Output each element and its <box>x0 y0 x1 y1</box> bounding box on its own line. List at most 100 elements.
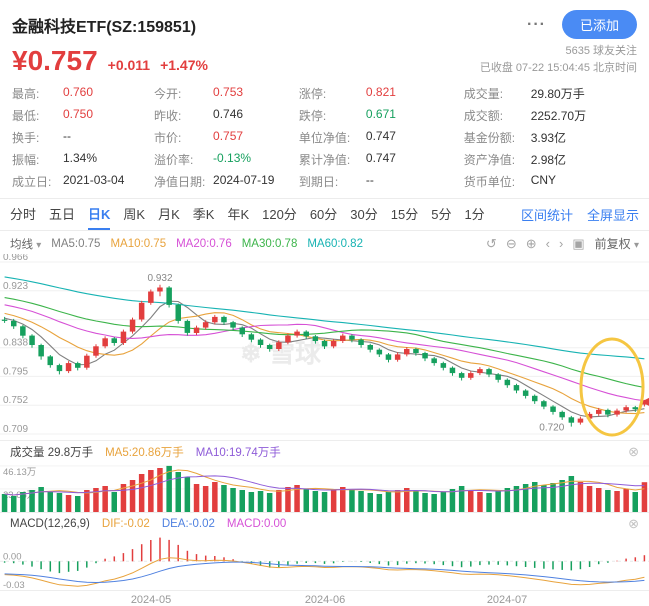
stat-label: 最高: <box>12 87 40 102</box>
added-button[interactable]: 已添加 <box>561 10 637 39</box>
stat-cell: 成立日: 2021-03-04 <box>12 173 154 190</box>
tab-rik[interactable]: 日K <box>88 199 111 231</box>
stat-cell: 成交量: 29.80万手 <box>464 85 637 102</box>
macd-dif-label: DIF:-0.02 <box>101 518 150 531</box>
stat-value: 0.671 <box>365 107 396 122</box>
adjust-mode-dropdown[interactable]: 前复权 ▾ <box>594 237 639 252</box>
svg-text:0.709: 0.709 <box>3 424 28 435</box>
stat-cell: 跌停: 0.671 <box>299 107 464 124</box>
fullscreen-link[interactable]: 全屏显示 <box>586 208 639 224</box>
x-axis: 2024-05 2024-06 2024-07 <box>0 590 649 606</box>
stat-label: 昨收: <box>154 109 182 124</box>
ma-dropdown[interactable]: 均线 ▾ <box>10 238 42 251</box>
period-tab-bar: 分时 五日 日K 周K 月K 季K 年K 120分 60分 30分 15分 5分 1分 区间统计 全屏显… <box>0 198 649 232</box>
stat-label: 成交量: <box>463 87 504 102</box>
stat-label: 资产净值: <box>463 153 516 168</box>
stat-value: -- <box>365 173 374 188</box>
stat-value: 0.821 <box>365 85 396 100</box>
tab-jik[interactable]: 季K <box>192 207 215 223</box>
screenshot-icon[interactable]: ▣ <box>572 235 585 251</box>
volume-pane-header: 成交量 29.8万手 MA5:20.86万手 MA10:19.74万手 ⊗ <box>0 440 649 462</box>
page-title: 金融科技ETF(SZ:159851) <box>12 18 197 36</box>
stat-label: 市价: <box>154 131 182 146</box>
ma-indicator-row: 均线 ▾ MA5:0.75 MA10:0.75 MA20:0.76 MA30:0.78… <box>0 231 649 254</box>
stat-label: 货币单位: <box>463 175 516 190</box>
tab-wuri[interactable]: 五日 <box>49 207 76 223</box>
stat-label: 成立日: <box>12 175 52 190</box>
tab-15min[interactable]: 15分 <box>390 207 419 223</box>
svg-text:-0.03: -0.03 <box>3 580 25 590</box>
chart-toolbar: ↺ ⊖ ⊕ ‹ › ▣ <box>486 236 585 252</box>
tab-zhouk[interactable]: 周K <box>123 207 146 223</box>
stat-value: -0.13% <box>213 151 252 166</box>
zoom-in-icon[interactable]: ⊕ <box>525 235 537 251</box>
restore-icon[interactable]: ↺ <box>485 235 497 251</box>
macd-close-icon[interactable]: ⊗ <box>628 516 639 532</box>
tab-1min[interactable]: 1分 <box>464 207 485 223</box>
stat-label: 溢价率: <box>154 153 194 168</box>
svg-text:0.752: 0.752 <box>3 395 28 406</box>
tab-60min[interactable]: 60分 <box>309 207 338 223</box>
more-menu-icon[interactable]: ··· <box>527 15 546 33</box>
pan-right-icon[interactable]: › <box>558 236 564 252</box>
followers-count: 5635 球友关注 <box>565 45 637 57</box>
stat-cell: 最高: 0.760 <box>12 85 154 102</box>
stat-cell: 单位净值: 0.747 <box>299 129 464 146</box>
header: 金融科技ETF(SZ:159851) ··· 已添加 <box>0 0 649 39</box>
tab-fenshi[interactable]: 分时 <box>10 207 37 223</box>
stat-cell: 货币单位: CNY <box>464 173 637 190</box>
stats-grid: 最高: 0.760 今开: 0.753 涨停: 0.821 成交量: 29.80万手 最低: 0.… <box>0 83 649 198</box>
stat-value: -- <box>63 129 71 144</box>
stat-cell: 资产净值: 2.98亿 <box>464 151 637 168</box>
volume-close-icon[interactable]: ⊗ <box>628 444 639 460</box>
range-stats-link[interactable]: 区间统计 <box>520 208 573 224</box>
stat-cell: 累计净值: 0.747 <box>299 151 464 168</box>
stat-value: 0.747 <box>365 151 396 166</box>
tab-niank[interactable]: 年K <box>227 207 250 223</box>
pan-left-icon[interactable]: ‹ <box>545 236 550 252</box>
market-status: 已收盘 07-22 15:04:45 北京时间 <box>479 62 637 75</box>
tab-5min[interactable]: 5分 <box>431 207 452 223</box>
svg-text:0.720: 0.720 <box>539 423 564 434</box>
ma-label: MA60:0.82 <box>307 237 363 250</box>
stat-value: 3.93亿 <box>530 131 567 146</box>
stat-label: 累计净值: <box>298 153 351 168</box>
zoom-out-icon[interactable]: ⊖ <box>505 235 517 251</box>
svg-text:0.966: 0.966 <box>3 254 28 263</box>
stat-label: 换手: <box>12 131 40 146</box>
tab-yuek[interactable]: 月K <box>158 207 180 223</box>
x-axis-label: 2024-06 <box>304 594 346 606</box>
svg-text:0.838: 0.838 <box>3 338 28 349</box>
macd-chart[interactable]: 0.00 -0.03 <box>0 534 649 590</box>
volume-title: 成交量 29.8万手 <box>10 447 94 460</box>
stat-label: 涨停: <box>298 87 327 102</box>
stat-label: 成交额: <box>463 109 504 124</box>
stat-label: 跌停: <box>298 109 327 124</box>
x-axis-label: 2024-05 <box>130 594 172 606</box>
stat-label: 最低: <box>12 109 40 124</box>
stat-value: 29.80万手 <box>530 87 585 102</box>
stat-cell: 换手: -- <box>12 129 154 146</box>
svg-text:0.923: 0.923 <box>3 281 28 292</box>
macd-dea-label: DEA:-0.02 <box>161 518 215 531</box>
tab-30min[interactable]: 30分 <box>350 207 378 223</box>
ma-legend: MA5:0.75 MA10:0.75 MA20:0.76 MA30:0.78 MA60:… <box>51 238 363 250</box>
tab-120min[interactable]: 120分 <box>262 207 297 223</box>
macd-title: MACD(12,26,9) <box>10 518 90 531</box>
stat-cell: 基金份额: 3.93亿 <box>464 129 637 146</box>
stat-value: 2.98亿 <box>530 153 567 168</box>
volume-ma5-label: MA5:20.86万手 <box>105 447 184 460</box>
ma-label: MA10:0.75 <box>110 237 167 250</box>
stat-cell: 昨收: 0.746 <box>154 107 299 124</box>
stat-value: 0.760 <box>63 85 94 100</box>
ma-label: MA20:0.76 <box>176 237 232 250</box>
stat-cell: 振幅: 1.34% <box>12 151 154 168</box>
volume-chart[interactable]: 46.13万 23.06万 <box>0 462 649 513</box>
stat-cell: 最低: 0.750 <box>12 107 154 124</box>
quote-section: ¥0.757 +0.011 +1.47% 5635 球友关注 已收盘 07-22… <box>0 39 649 83</box>
stat-cell: 今开: 0.753 <box>154 85 299 102</box>
svg-text:0.795: 0.795 <box>3 366 28 377</box>
stat-label: 到期日: <box>298 175 339 190</box>
svg-text:46.13万: 46.13万 <box>3 467 36 478</box>
